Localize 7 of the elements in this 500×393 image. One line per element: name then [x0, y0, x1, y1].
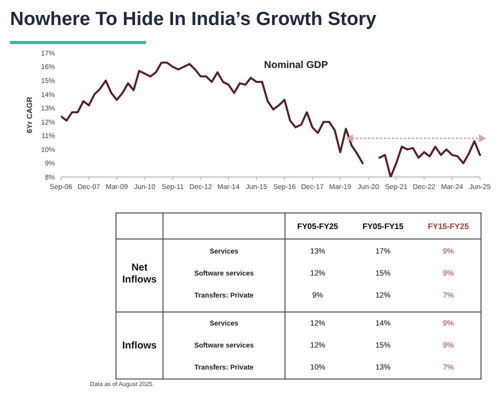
category-label: FY15-FY25 [428, 222, 470, 231]
category-label: FY05-FY25 [297, 222, 339, 231]
category-label: FY05-FY15 [362, 222, 404, 231]
text: Nominal GDP [264, 60, 328, 71]
category-label: Net Inflows [122, 262, 157, 286]
chart-title: Nowhere To Hide In India’s Growth Story [10, 9, 377, 30]
category-label: Inflows [122, 340, 157, 352]
